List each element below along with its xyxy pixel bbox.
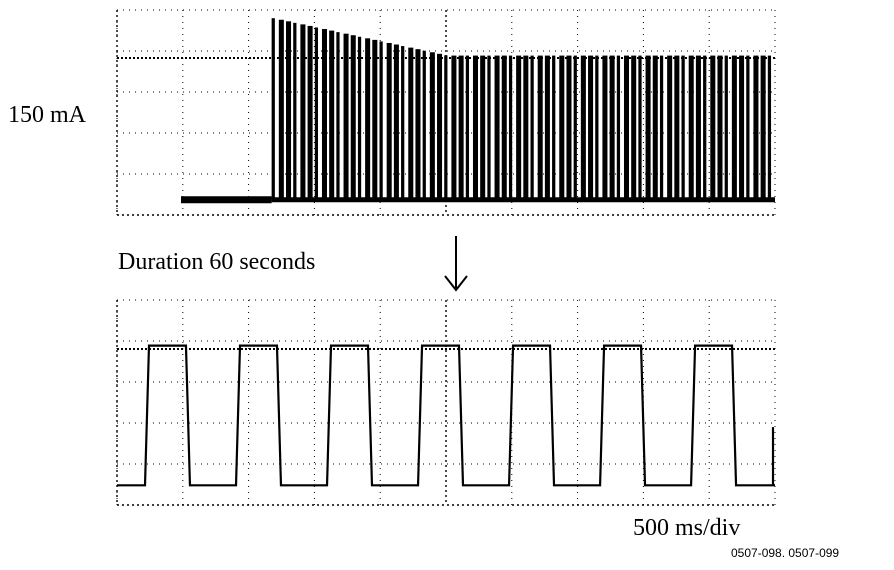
upper-pulse-0 [271,18,275,200]
upper-pulse-18 [401,46,405,200]
upper-pulse-34 [516,55,522,200]
upper-pulse-56 [674,55,680,200]
upper-pulse-61 [710,55,716,200]
upper-pulse-26 [458,55,464,200]
upper-pulse-5 [307,25,313,200]
upper-pulse-17 [393,44,399,200]
upper-pulse-53 [652,55,658,200]
upper-pulse-39 [552,55,556,200]
upper-pulse-14 [372,39,378,200]
upper-pulse-52 [645,55,651,200]
upper-baseline-trace [271,197,775,203]
upper-pulse-64 [731,55,737,200]
upper-pulse-65 [739,55,745,200]
upper-pulse-4 [300,24,306,200]
upper-pulse-28 [472,55,479,200]
timebase-label: 500 ms/div [633,515,741,541]
upper-pulse-21 [422,50,426,200]
upper-pulse-60 [703,55,707,200]
upper-pulse-27 [465,55,470,200]
upper-pulse-40 [559,55,565,200]
upper-pulse-29 [480,55,486,200]
upper-pulse-1 [278,19,284,200]
upper-pulse-68 [760,55,766,200]
upper-pulse-9 [336,32,340,200]
upper-pulse-2 [286,21,292,200]
upper-pulse-33 [508,55,513,200]
upper-pulse-48 [616,55,621,200]
upper-pulse-63 [724,55,728,200]
upper-pulse-69 [767,55,772,200]
upper-pulse-67 [753,55,759,200]
upper-pulse-11 [350,35,356,200]
upper-pulse-23 [437,53,443,200]
figure-reference: 0507-098. 0507-099 [731,546,840,560]
upper-pulse-24 [444,55,448,200]
upper-pulse-44 [588,55,594,200]
upper-pulse-43 [580,55,586,200]
duration-annotation: Duration 60 seconds [118,249,316,275]
upper-pulse-7 [321,29,328,200]
upper-pulse-59 [695,55,701,200]
upper-pulse-55 [667,55,673,200]
upper-pulse-31 [494,55,500,200]
upper-pulse-66 [746,55,750,200]
upper-pulse-45 [595,55,599,200]
upper-pulse-10 [343,33,349,200]
upper-pulse-62 [717,55,723,200]
upper-pulse-42 [573,55,577,200]
upper-pulse-25 [451,55,457,200]
upper-pulse-19 [408,47,414,200]
upper-pulse-16 [386,42,392,200]
upper-pulse-54 [659,55,664,200]
y-axis-label: 150 mA [8,102,86,128]
down-arrow-icon [444,236,468,292]
upper-pulse-41 [566,55,572,200]
upper-pulse-51 [638,55,642,200]
upper-pulse-15 [379,41,383,200]
upper-pulse-46 [602,55,608,200]
upper-pulse-30 [487,55,491,200]
lower-square-wave [117,344,775,487]
upper-pulse-8 [329,30,335,200]
upper-pulse-20 [415,49,421,200]
upper-pulse-35 [523,55,529,200]
upper-pulse-57 [681,55,685,200]
upper-baseline-segment [181,196,272,204]
upper-pulse-12 [357,36,362,200]
upper-pulse-3 [293,22,297,200]
upper-pulse-36 [530,55,534,200]
upper-pulse-22 [429,52,435,200]
upper-pulse-32 [501,55,507,200]
upper-pulse-47 [609,55,615,200]
upper-pulse-50 [631,55,637,200]
upper-pulse-13 [365,38,371,200]
upper-pulse-38 [544,55,550,200]
upper-pulse-6 [314,27,319,200]
upper-pulse-37 [537,55,543,200]
upper-pulse-58 [688,55,694,200]
upper-pulse-49 [623,55,630,200]
